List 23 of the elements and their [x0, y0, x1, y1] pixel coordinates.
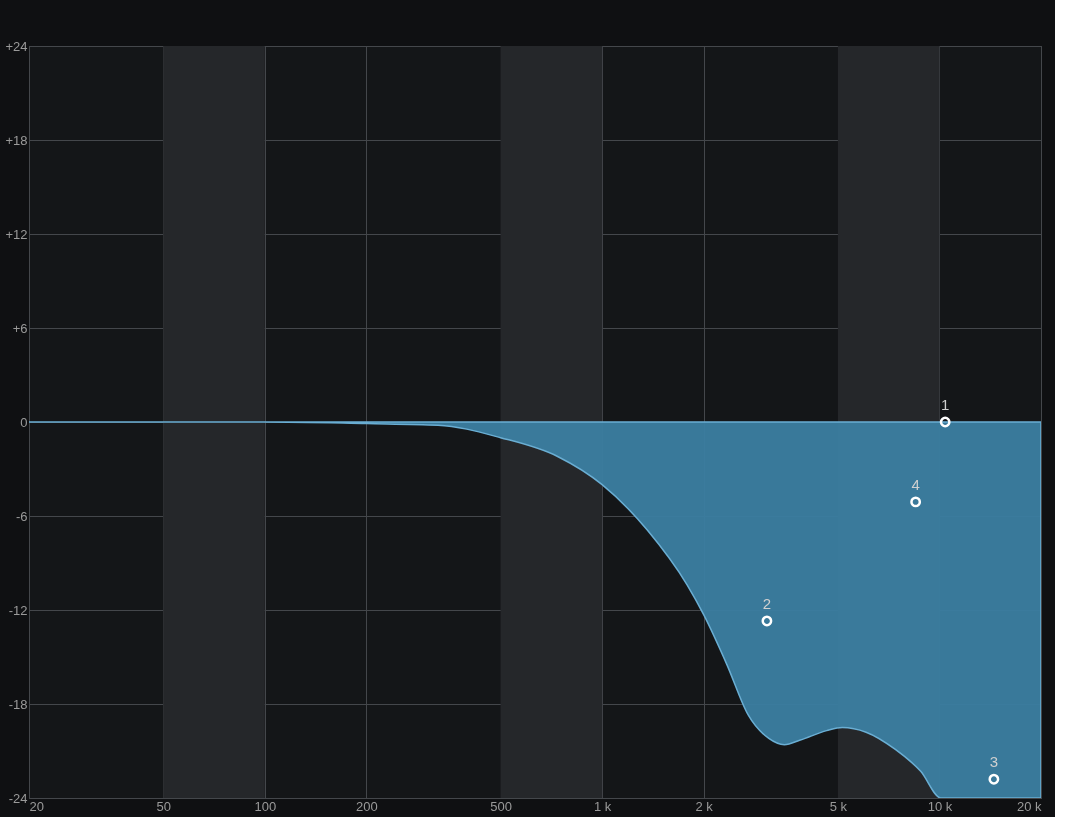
y-tick-label: -6	[15, 508, 28, 524]
y-tick-label: 0	[20, 414, 28, 430]
x-tick-label: 100	[254, 798, 277, 814]
x-tick-label: 20 k	[1016, 798, 1042, 814]
x-tick-label: 1 k	[593, 798, 612, 814]
annotation: 3	[989, 753, 999, 771]
y-tick-label: -24	[8, 790, 28, 806]
y-tick-label: -18	[8, 696, 28, 712]
x-tick-label: 20	[29, 798, 44, 814]
y-tick-label: +24	[5, 38, 28, 54]
x-tick-label: 10 k	[927, 798, 953, 814]
x-tick-label: 5 k	[829, 798, 848, 814]
y-tick-label: +6	[12, 320, 28, 336]
annotation: 1	[941, 396, 950, 413]
y-tick-label: +18	[5, 132, 28, 148]
annotation: 4	[911, 475, 920, 493]
x-tick-label: 200	[355, 798, 378, 814]
x-tick-label: 500	[490, 798, 512, 814]
x-tick-label: 2 k	[695, 798, 714, 814]
y-tick-label: -12	[8, 602, 28, 618]
y-tick-label: +12	[5, 226, 28, 242]
annotation: 2	[762, 594, 772, 612]
x-tick-label: 50	[156, 798, 171, 814]
